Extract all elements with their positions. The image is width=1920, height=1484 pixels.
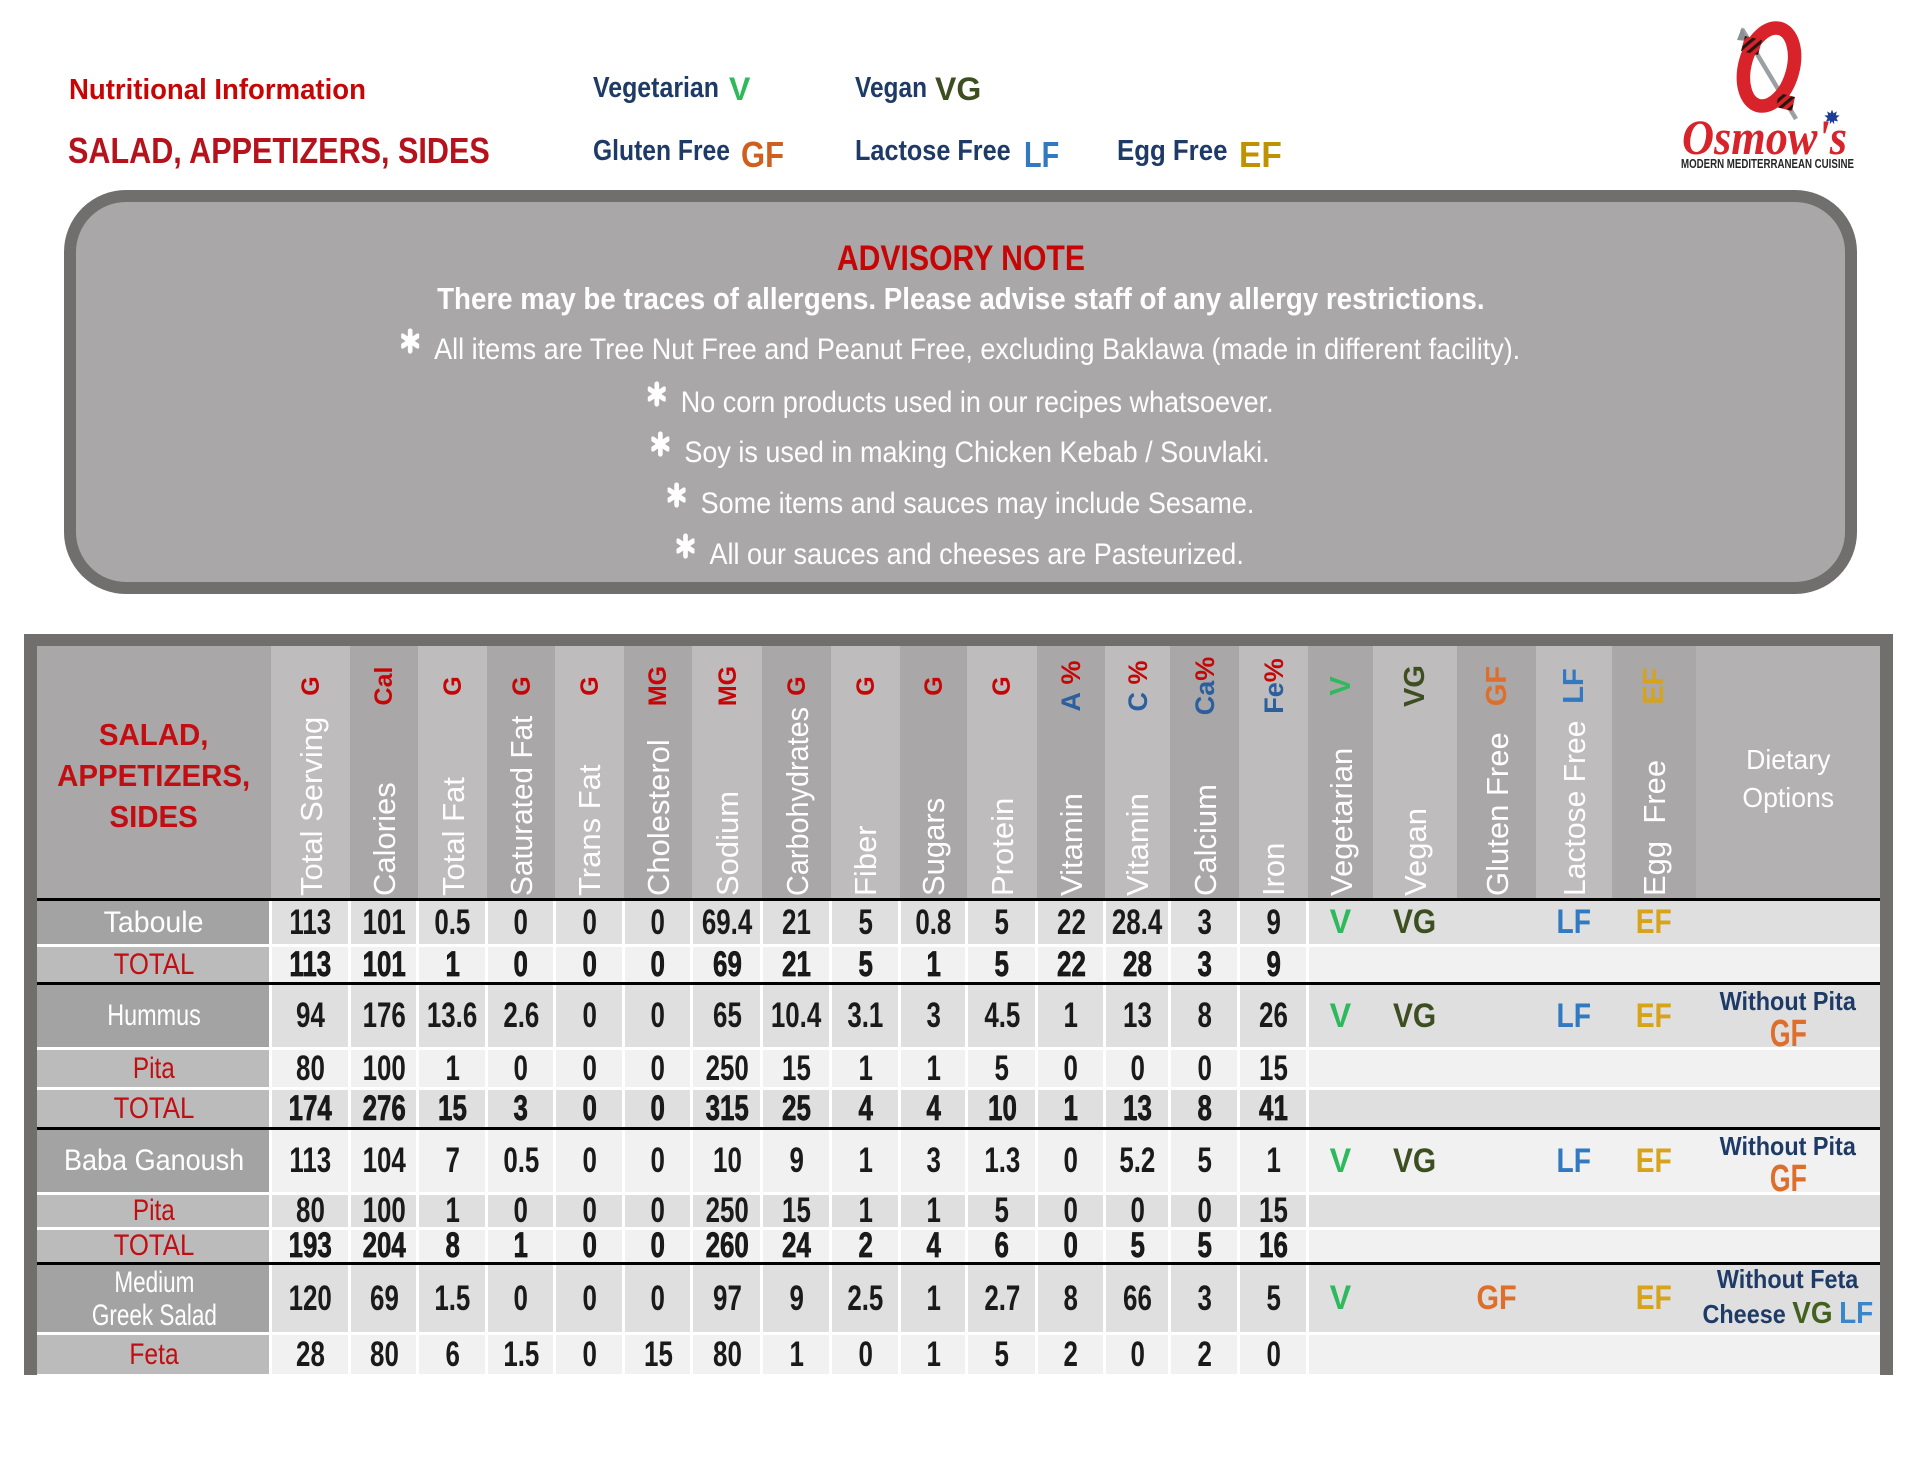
svg-text:MODERN MEDITERRANEAN CUISINE: MODERN MEDITERRANEAN CUISINE: [1681, 156, 1854, 171]
svg-text:Osmow's: Osmow's: [1682, 109, 1847, 165]
